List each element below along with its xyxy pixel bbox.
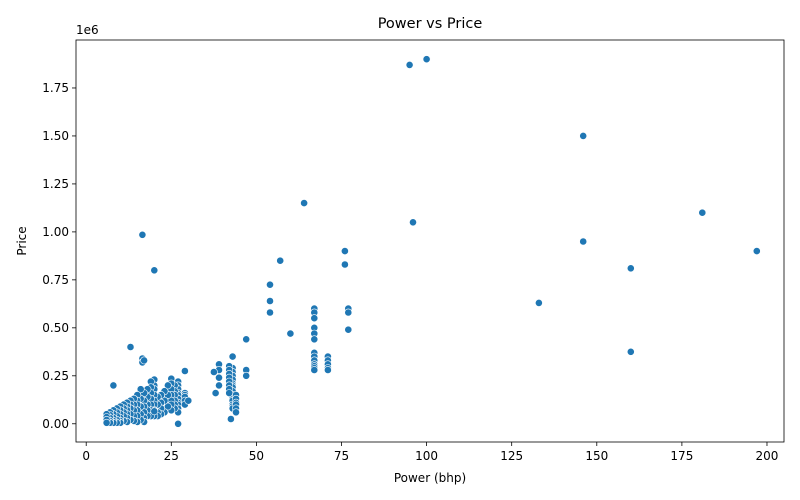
data-point xyxy=(242,371,251,380)
y-axis-ticks: 0.00 0.25 0.50 0.75 1.00 1.25 1.50 1.75 xyxy=(42,81,76,431)
data-point xyxy=(626,347,635,356)
x-tick-label: 125 xyxy=(500,449,523,463)
data-point xyxy=(163,381,172,390)
x-tick-label: 200 xyxy=(756,449,779,463)
x-tick-label: 150 xyxy=(585,449,608,463)
chart-title: Power vs Price xyxy=(378,16,483,32)
y-tick-label: 1.00 xyxy=(42,225,69,239)
data-point xyxy=(286,329,295,338)
y-tick-label: 0.50 xyxy=(42,321,69,335)
data-point xyxy=(310,314,319,323)
data-point xyxy=(226,415,235,423)
x-tick-label: 75 xyxy=(334,449,349,463)
y-tick-label: 1.50 xyxy=(42,129,69,143)
x-tick-label: 100 xyxy=(415,449,438,463)
data-point xyxy=(136,385,145,394)
data-point xyxy=(579,237,588,246)
data-point xyxy=(174,419,182,428)
data-point xyxy=(211,389,220,397)
data-point xyxy=(109,381,118,390)
x-tick-label: 0 xyxy=(82,449,90,463)
data-point xyxy=(228,352,237,361)
y-tick-label: 0.25 xyxy=(42,369,69,383)
data-point xyxy=(215,381,223,390)
y-tick-label: 1.25 xyxy=(42,177,69,191)
data-point xyxy=(266,308,274,317)
data-point xyxy=(310,366,319,374)
data-point xyxy=(409,218,417,227)
data-point xyxy=(150,407,159,416)
data-point xyxy=(344,325,353,334)
data-point xyxy=(102,418,111,427)
data-point xyxy=(225,389,234,397)
y-tick-label: 0.00 xyxy=(42,417,69,431)
data-point xyxy=(422,55,431,64)
data-point xyxy=(323,366,332,374)
data-point xyxy=(340,247,349,255)
data-point xyxy=(209,368,218,376)
data-point xyxy=(140,356,148,365)
data-point xyxy=(626,264,635,273)
data-point xyxy=(266,297,274,305)
data-point xyxy=(340,260,349,269)
data-point xyxy=(579,131,588,140)
data-point xyxy=(752,247,761,255)
data-point xyxy=(126,343,135,351)
data-point xyxy=(266,280,274,289)
y-offset-label: 1e6 xyxy=(76,23,99,37)
x-tick-label: 25 xyxy=(164,449,179,463)
data-point xyxy=(232,408,240,417)
x-axis-ticks: 0 25 50 75 100 125 150 175 200 xyxy=(82,442,778,463)
data-points xyxy=(102,55,761,428)
data-point xyxy=(344,308,353,317)
data-point xyxy=(215,373,223,382)
y-tick-label: 0.75 xyxy=(42,273,69,287)
data-point xyxy=(535,298,543,307)
y-tick-label: 1.75 xyxy=(42,81,69,95)
data-point xyxy=(184,396,193,405)
data-point xyxy=(698,208,707,217)
data-point xyxy=(150,266,159,275)
data-point xyxy=(310,335,319,344)
x-tick-label: 175 xyxy=(670,449,693,463)
data-point xyxy=(138,230,147,239)
x-tick-label: 50 xyxy=(249,449,264,463)
data-point xyxy=(300,199,308,207)
data-point xyxy=(405,61,414,69)
plot-frame xyxy=(75,39,785,443)
x-axis-label: Power (bhp) xyxy=(394,471,466,485)
data-point xyxy=(276,256,285,265)
data-point xyxy=(242,335,251,344)
y-axis-label: Price xyxy=(15,226,29,255)
data-point xyxy=(180,367,189,375)
